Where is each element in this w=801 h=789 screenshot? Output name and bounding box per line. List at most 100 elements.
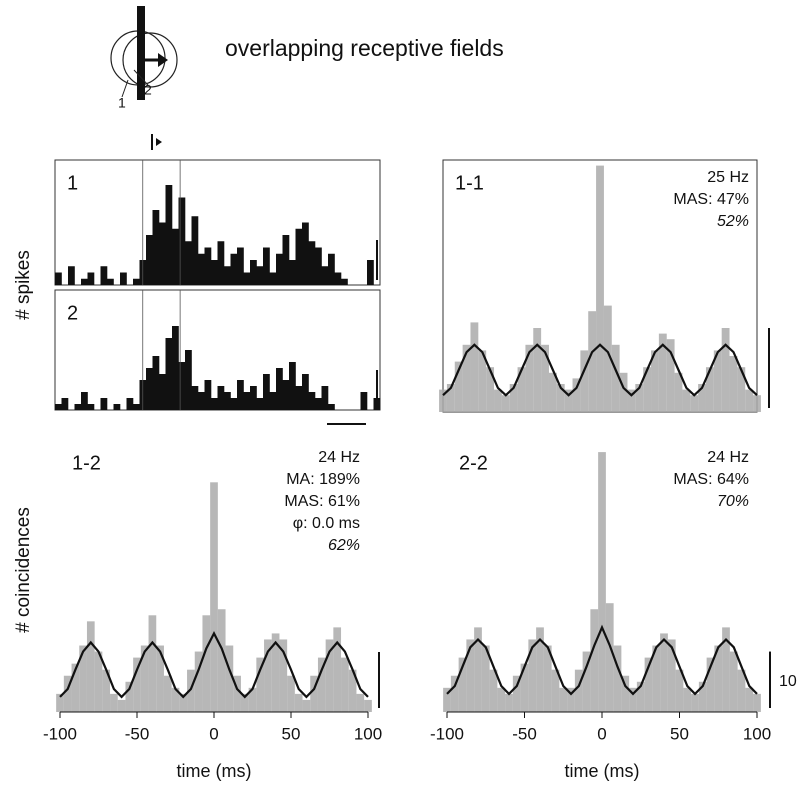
y-axis-label: # spikes [13, 250, 34, 320]
annotation: 52% [717, 213, 749, 230]
bar [94, 651, 103, 712]
bar [450, 675, 459, 712]
x-tick-label: 50 [670, 724, 689, 743]
fit-line [442, 343, 758, 397]
bar [745, 389, 754, 412]
bar [148, 615, 157, 712]
bar [289, 260, 296, 285]
bar [68, 266, 75, 285]
bar [233, 675, 241, 712]
annotation: 24 Hz [318, 449, 360, 466]
bar [172, 228, 179, 285]
title: overlapping receptive fields [225, 35, 504, 61]
bar [87, 272, 95, 285]
bar [81, 278, 88, 285]
bar [713, 350, 722, 412]
bar [486, 367, 495, 412]
bar [100, 398, 108, 410]
bar [295, 228, 303, 285]
y-axis-label: # coincidences [13, 507, 34, 633]
bar [308, 241, 316, 285]
bar [302, 374, 309, 410]
bar [737, 367, 746, 412]
bar [202, 615, 211, 712]
x-tick-label: 100 [743, 724, 771, 743]
fit-line [446, 624, 758, 696]
bar [737, 669, 746, 712]
bar [250, 260, 257, 285]
bar [146, 235, 153, 285]
bar [295, 386, 303, 410]
bar [705, 367, 714, 412]
bar [666, 339, 675, 412]
bar [474, 627, 482, 712]
annotation: MA: 189% [286, 471, 360, 488]
bar [644, 657, 653, 712]
bar [191, 216, 199, 285]
bar [79, 645, 87, 712]
bar [165, 185, 173, 285]
bar [478, 350, 487, 412]
stim-marker-arrow [156, 138, 162, 146]
leader-2 [133, 69, 149, 86]
bar [548, 372, 557, 412]
bar [271, 633, 280, 712]
bar [356, 693, 365, 712]
bar [559, 687, 568, 712]
bar [282, 380, 290, 410]
bar [152, 356, 160, 410]
bar [753, 693, 761, 712]
bar [341, 278, 348, 285]
panel-label: 2-2 [459, 452, 488, 474]
bar [55, 404, 62, 410]
bar [541, 344, 549, 412]
bar [117, 699, 126, 712]
bar [698, 384, 706, 412]
bar [225, 645, 234, 712]
bar [133, 278, 140, 285]
bar [682, 389, 691, 412]
bar [217, 241, 225, 285]
bar [256, 657, 265, 712]
scale-bar-label: 10 [779, 673, 797, 690]
bar [658, 333, 667, 412]
bar [310, 675, 318, 712]
bar [61, 398, 69, 410]
bar [590, 609, 599, 712]
bar [264, 639, 272, 712]
bar [605, 603, 614, 712]
x-tick-label: -100 [430, 724, 464, 743]
bar [501, 395, 510, 412]
panel-label: 1-2 [72, 452, 101, 474]
leader-1 [121, 79, 129, 98]
bar [439, 389, 447, 412]
bar [230, 253, 238, 285]
bar [107, 278, 114, 285]
bar [525, 344, 534, 412]
bar [194, 651, 203, 712]
bar [243, 272, 251, 285]
bar [133, 404, 140, 410]
bar [165, 338, 173, 410]
bar [302, 222, 309, 285]
bar [263, 374, 270, 410]
bar [159, 374, 166, 410]
bar [276, 368, 283, 410]
bar [505, 693, 513, 712]
bar [551, 669, 560, 712]
bar [667, 639, 676, 712]
bar [113, 404, 121, 410]
bar [198, 253, 205, 285]
bar [256, 398, 264, 410]
x-tick-label: -50 [512, 724, 537, 743]
bar [567, 687, 575, 712]
bar [302, 699, 311, 712]
bar [125, 681, 134, 712]
bar [360, 392, 368, 410]
bar [598, 452, 606, 712]
bar [250, 386, 257, 410]
bar [159, 222, 166, 285]
bar [497, 687, 506, 712]
bar [55, 272, 62, 285]
